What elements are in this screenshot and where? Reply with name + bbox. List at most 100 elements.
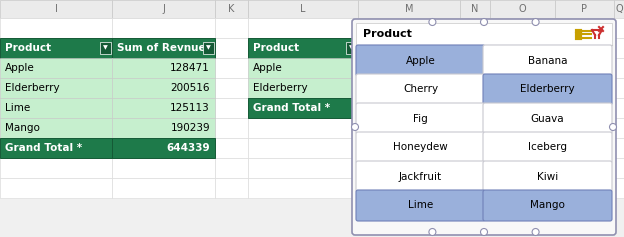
FancyBboxPatch shape — [356, 161, 485, 192]
Bar — [0, 38, 112, 58]
Text: ▼: ▼ — [349, 46, 353, 50]
Bar — [248, 158, 358, 178]
Bar — [490, 98, 555, 118]
Bar — [0, 98, 112, 118]
Bar — [358, 78, 460, 98]
Bar — [0, 118, 112, 138]
Bar — [0, 18, 112, 38]
Text: Apple: Apple — [406, 55, 436, 65]
Bar — [112, 58, 215, 78]
Bar — [0, 118, 112, 138]
Text: O: O — [519, 4, 526, 14]
Text: Fig: Fig — [413, 114, 428, 123]
Bar — [215, 58, 248, 78]
Bar — [490, 38, 555, 58]
Bar — [215, 0, 248, 18]
Bar — [112, 58, 215, 78]
Bar — [112, 98, 215, 118]
Bar — [555, 98, 614, 118]
Bar — [215, 118, 248, 138]
Bar — [112, 118, 215, 138]
Text: Sum of Revnue: Sum of Revnue — [117, 43, 206, 53]
Text: Q: Q — [615, 4, 623, 14]
Circle shape — [610, 123, 617, 131]
Bar — [358, 38, 460, 58]
FancyBboxPatch shape — [483, 45, 612, 76]
Text: ▼: ▼ — [102, 46, 107, 50]
Bar — [358, 58, 460, 78]
Bar — [490, 58, 555, 78]
Text: M: M — [405, 4, 413, 14]
Bar — [112, 178, 215, 198]
Bar — [555, 118, 614, 138]
Bar — [490, 138, 555, 158]
Bar — [112, 0, 215, 18]
FancyBboxPatch shape — [356, 74, 485, 105]
Bar — [460, 118, 490, 138]
FancyBboxPatch shape — [483, 132, 612, 163]
Bar — [614, 98, 624, 118]
Text: 644339: 644339 — [167, 143, 210, 153]
Bar — [555, 138, 614, 158]
Text: N: N — [471, 4, 479, 14]
Text: Iceberg: Iceberg — [528, 142, 567, 152]
Bar — [358, 138, 460, 158]
Bar — [358, 98, 460, 118]
Text: Apple: Apple — [5, 63, 35, 73]
Bar — [555, 58, 614, 78]
Circle shape — [532, 18, 539, 26]
Bar — [112, 98, 215, 118]
Bar — [0, 138, 112, 158]
Text: P: P — [582, 4, 588, 14]
FancyBboxPatch shape — [356, 190, 485, 221]
Text: 108144: 108144 — [416, 83, 455, 93]
Bar — [460, 18, 490, 38]
Text: Sum of Expenses: Sum of Expenses — [363, 43, 463, 53]
Bar — [460, 158, 490, 178]
Bar — [215, 78, 248, 98]
FancyBboxPatch shape — [356, 103, 485, 134]
Text: Grand Total *: Grand Total * — [253, 103, 330, 113]
Text: Lime: Lime — [408, 201, 433, 210]
Bar — [460, 98, 490, 118]
Bar — [490, 18, 555, 38]
Bar — [248, 118, 358, 138]
Bar — [0, 158, 112, 178]
FancyBboxPatch shape — [483, 190, 612, 221]
Text: Elderberry: Elderberry — [520, 85, 575, 95]
Bar — [358, 58, 460, 78]
Text: 232861: 232861 — [411, 103, 455, 113]
Bar — [248, 58, 358, 78]
Bar — [0, 0, 112, 18]
Bar — [215, 178, 248, 198]
Bar — [248, 78, 358, 98]
FancyBboxPatch shape — [483, 103, 612, 134]
FancyBboxPatch shape — [356, 45, 485, 76]
Text: Kiwi: Kiwi — [537, 172, 558, 182]
Bar — [555, 78, 614, 98]
Text: Product: Product — [253, 43, 299, 53]
Text: 125113: 125113 — [170, 103, 210, 113]
Bar — [248, 38, 358, 58]
Bar — [490, 178, 555, 198]
Text: J: J — [162, 4, 165, 14]
Bar — [614, 18, 624, 38]
Bar — [614, 0, 624, 18]
Bar — [614, 78, 624, 98]
Bar — [490, 78, 555, 98]
Bar — [614, 38, 624, 58]
Bar — [460, 0, 490, 18]
Circle shape — [480, 18, 487, 26]
Circle shape — [429, 228, 436, 236]
Text: Elderberry: Elderberry — [253, 83, 308, 93]
Bar — [490, 118, 555, 138]
Bar — [0, 78, 112, 98]
Text: 124717: 124717 — [415, 63, 455, 73]
Bar — [112, 18, 215, 38]
FancyBboxPatch shape — [352, 19, 616, 235]
Bar — [555, 0, 614, 18]
Bar — [358, 78, 460, 98]
Bar — [112, 38, 215, 58]
Bar — [358, 98, 460, 118]
Text: L: L — [300, 4, 306, 14]
